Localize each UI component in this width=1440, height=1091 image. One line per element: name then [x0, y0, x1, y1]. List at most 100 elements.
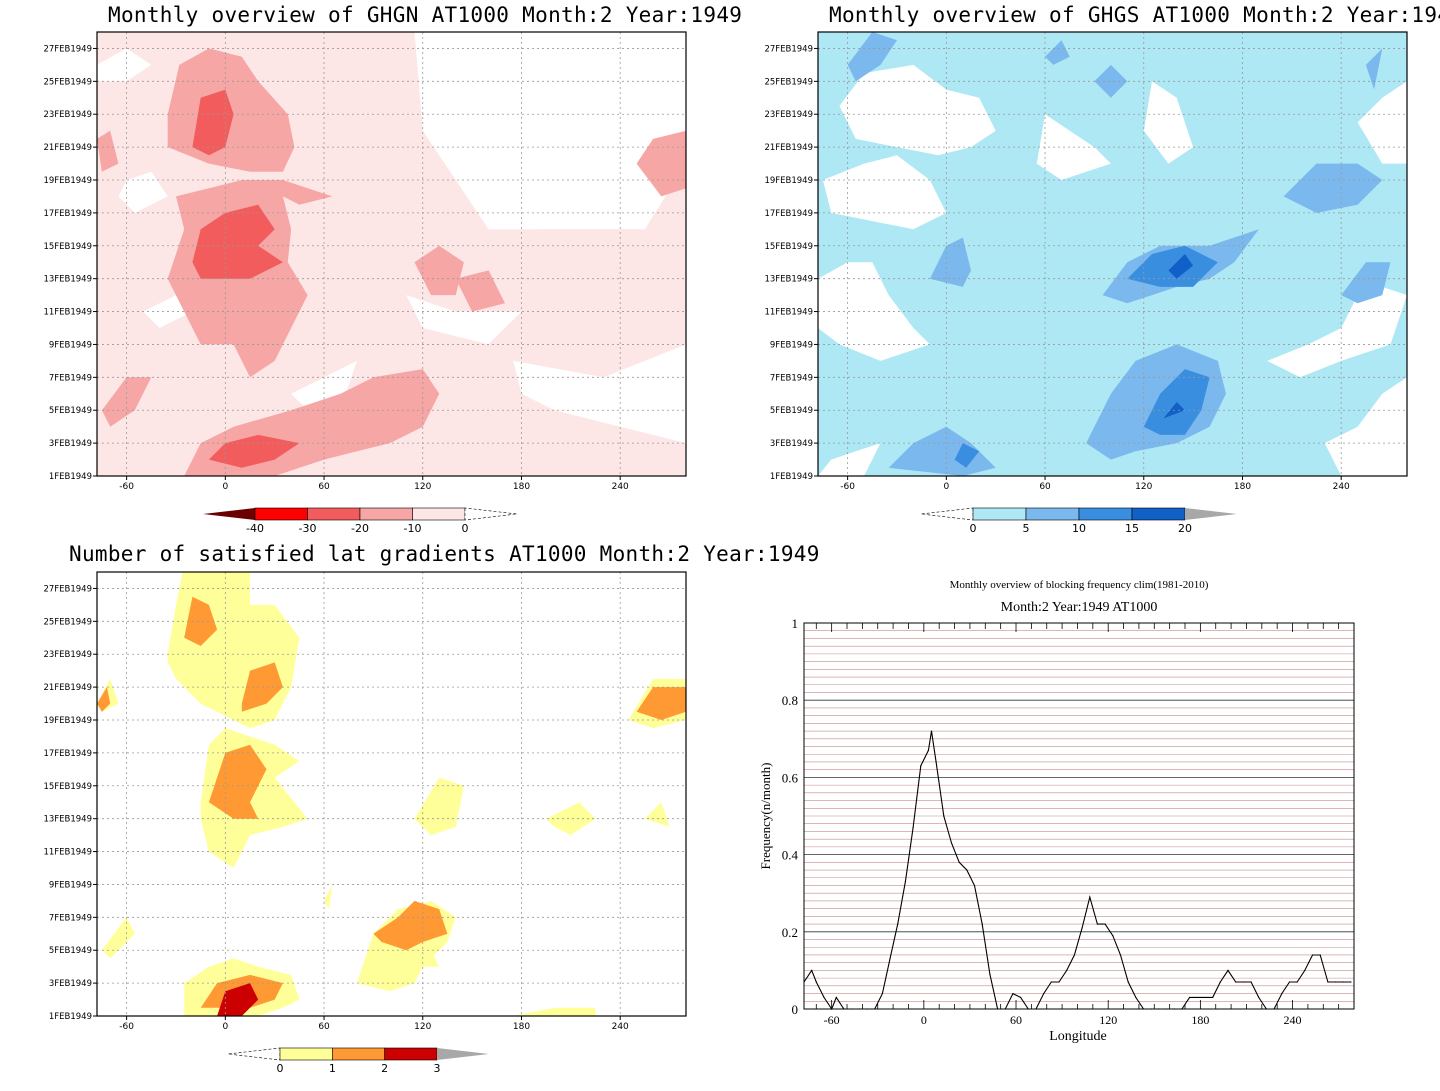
freq-ytick-3: 0.6 — [782, 770, 799, 785]
freq-point-40 — [1096, 923, 1099, 925]
lat-ytick-4: 9FEB1949 — [49, 880, 92, 890]
ghgs-xtick-4: 180 — [1234, 482, 1251, 492]
freq-xtick-1: 0 — [921, 1013, 927, 1027]
freq-point-30 — [1020, 996, 1022, 999]
lat-region-13 — [184, 596, 218, 646]
lat-region-19 — [97, 687, 111, 712]
lat-xtick-4: 180 — [513, 1022, 530, 1032]
ghgn-region-16 — [192, 204, 283, 279]
lat-cb-label-2: 2 — [381, 1062, 388, 1075]
ghgn-ytick-12: 25FEB1949 — [43, 77, 92, 87]
ghgs-cb-label-3: 15 — [1125, 522, 1139, 535]
ghgs-xtick-3: 120 — [1135, 482, 1152, 492]
lat-ytick-0: 1FEB1949 — [49, 1012, 92, 1022]
freq-point-17 — [927, 749, 930, 751]
freq-point-33 — [1043, 992, 1045, 995]
freq-point-24 — [973, 884, 976, 887]
lat-xtick-2: 60 — [318, 1022, 330, 1032]
freq-point-7 — [851, 1008, 853, 1010]
lat-region-11 — [324, 884, 333, 910]
freq-point-52 — [1189, 996, 1191, 999]
freq-point-39 — [1089, 896, 1091, 898]
lat-frame — [96, 571, 687, 1017]
freq-xtick-5: 240 — [1284, 1013, 1302, 1027]
freq-point-12 — [889, 958, 891, 960]
ghgn-ytick-8: 17FEB1949 — [43, 209, 92, 219]
freq-point-3 — [823, 996, 825, 999]
ghgn-region-3 — [513, 344, 686, 444]
ghgs-ytick-11: 23FEB1949 — [764, 110, 813, 120]
freq-point-51 — [1181, 1008, 1183, 1010]
lat-ytick-2: 5FEB1949 — [49, 946, 92, 956]
freq-point-21 — [950, 842, 953, 844]
freq-point-18 — [930, 730, 933, 732]
ghgn-ytick-13: 27FEB1949 — [43, 44, 92, 54]
lat-ytick-10: 21FEB1949 — [43, 683, 92, 693]
ghgs-region-5 — [1143, 81, 1194, 164]
lat-region-6 — [513, 1007, 596, 1016]
ghgn-cb-right-tri — [464, 507, 518, 521]
ghgs-ytick-6: 13FEB1949 — [764, 275, 813, 285]
ghgs-region-10 — [847, 32, 897, 82]
freq-point-11 — [881, 992, 883, 995]
freq-point-64 — [1281, 992, 1283, 995]
ghgs-ytick-10: 21FEB1949 — [764, 143, 813, 153]
ghgn-ytick-9: 19FEB1949 — [43, 176, 92, 186]
lat-ytick-9: 19FEB1949 — [43, 716, 92, 726]
freq-point-38 — [1081, 927, 1083, 929]
freq-point-8 — [858, 1008, 860, 1010]
ghgn-region-5 — [118, 171, 168, 213]
ghgs-region-16 — [1094, 64, 1128, 98]
ghgn-ytick-7: 15FEB1949 — [43, 242, 92, 252]
freq-subtitle: Month:2 Year:1949 AT1000 — [1001, 600, 1158, 615]
lat-xtick-0: -60 — [119, 1022, 134, 1032]
freq-point-0 — [803, 981, 805, 983]
freq-point-68 — [1311, 954, 1314, 956]
ghgs-ytick-4: 9FEB1949 — [770, 340, 813, 350]
ghgs-region-6 — [1324, 377, 1407, 476]
ghgn-region-14 — [455, 270, 505, 312]
freq-point-34 — [1050, 981, 1052, 983]
freq-ytick-4: 0.8 — [782, 693, 798, 708]
ghgn-frame — [96, 31, 687, 477]
freq-ylabel: Frequency(n/month) — [758, 763, 773, 870]
freq-xtick-4: 180 — [1191, 1013, 1209, 1027]
freq-point-53 — [1196, 996, 1198, 999]
ghgs-cb-label-2: 10 — [1072, 522, 1086, 535]
freq-point-71 — [1334, 981, 1337, 983]
freq-xtick-2: 60 — [1010, 1013, 1022, 1027]
ghgn-cb-label-2: -20 — [351, 522, 369, 535]
lat-region-4 — [414, 777, 464, 836]
ghgn-region-4 — [97, 48, 152, 82]
ghgs-cb-label-0: 0 — [970, 522, 977, 535]
ghgn-cb-label-3: -10 — [404, 522, 422, 535]
freq-ytick-0: 0 — [792, 1002, 799, 1017]
lat-region-18 — [636, 687, 686, 720]
ghgn-ytick-0: 1FEB1949 — [49, 472, 92, 482]
freq-point-43 — [1119, 954, 1122, 956]
freq-frame — [803, 622, 1355, 1010]
ghgs-region-0 — [839, 64, 996, 156]
lat-cb-right-tri — [437, 1048, 489, 1060]
freq-point-31 — [1027, 1008, 1029, 1010]
ghgs-xtick-0: -60 — [840, 482, 855, 492]
freq-point-23 — [966, 869, 968, 871]
ghgs-title: Monthly overview of GHGS AT1000 Month:2 … — [829, 3, 1440, 27]
freq-point-36 — [1066, 969, 1068, 972]
ghgs-xtick-2: 60 — [1039, 482, 1051, 492]
freq-point-72 — [1342, 981, 1344, 983]
freq-point-45 — [1135, 996, 1137, 999]
lat-region-10 — [644, 802, 670, 827]
lat-ytick-8: 17FEB1949 — [43, 749, 92, 759]
freq-point-58 — [1235, 981, 1237, 983]
freq-series-line — [803, 731, 1351, 1011]
lat-cb-label-0: 0 — [277, 1062, 284, 1075]
freq-point-60 — [1250, 981, 1252, 983]
lat-region-20 — [217, 983, 259, 1016]
freq-point-56 — [1219, 981, 1221, 983]
ghgn-xtick-5: 240 — [612, 482, 629, 492]
ghgn-region-11 — [97, 130, 119, 172]
ghgn-ytick-4: 9FEB1949 — [49, 340, 92, 350]
ghgs-region-9 — [929, 237, 971, 287]
